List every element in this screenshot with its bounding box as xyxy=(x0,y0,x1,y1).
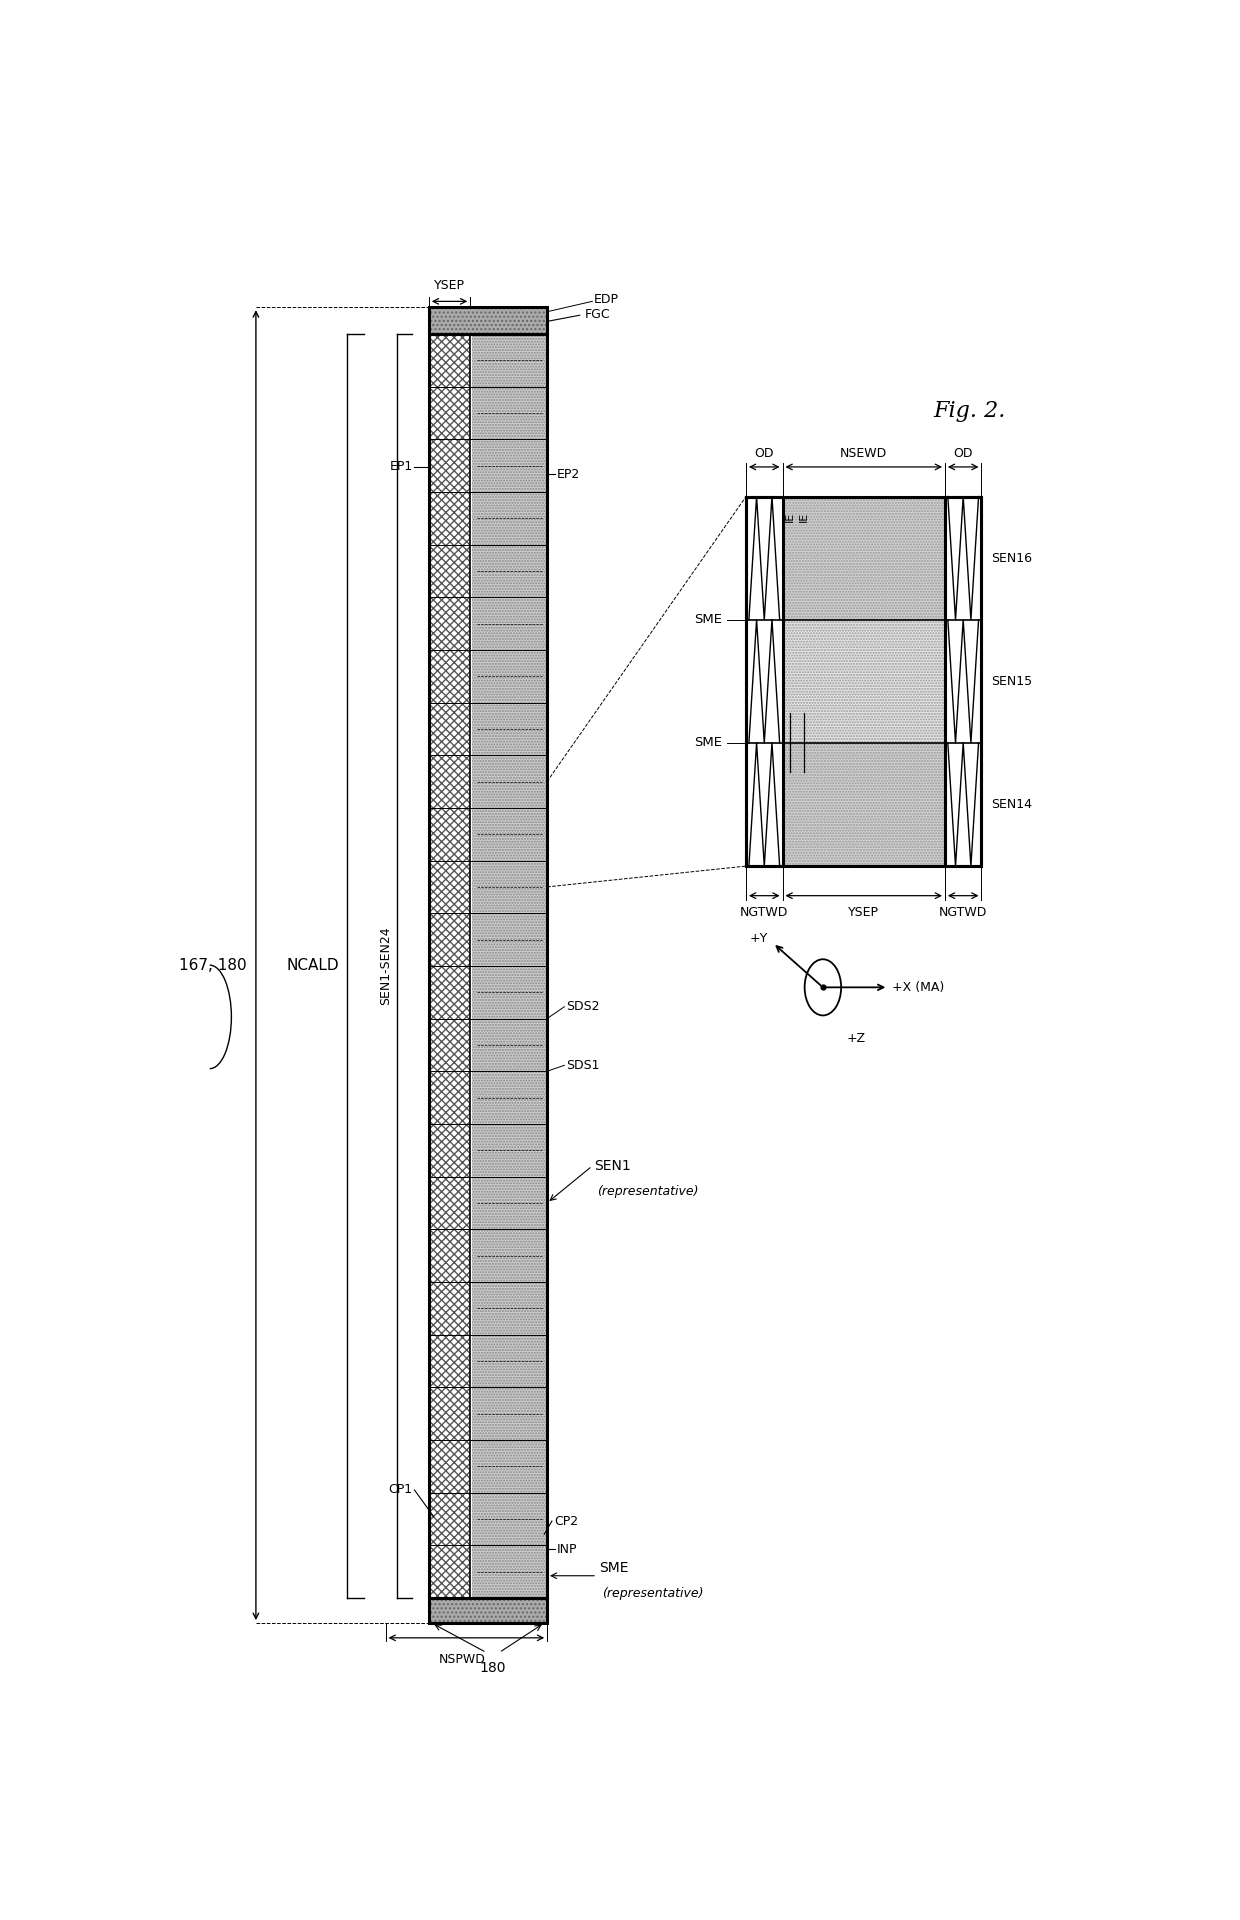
Bar xyxy=(429,334,547,1597)
Bar xyxy=(429,334,470,1597)
Text: (representative): (representative) xyxy=(596,1185,698,1198)
Text: INTA: INTA xyxy=(441,307,455,334)
Text: CP2: CP2 xyxy=(554,1515,578,1528)
Bar xyxy=(429,307,547,334)
Text: SEN16: SEN16 xyxy=(991,551,1032,564)
Text: SEN15: SEN15 xyxy=(991,674,1032,687)
Text: SEN1-SEN24: SEN1-SEN24 xyxy=(379,927,392,1006)
Text: NCALD: NCALD xyxy=(286,958,340,973)
Text: (representative): (representative) xyxy=(601,1588,703,1599)
Bar xyxy=(429,307,547,334)
Text: SME: SME xyxy=(694,737,722,749)
Text: SDS1: SDS1 xyxy=(567,1058,600,1071)
Text: SDS2: SDS2 xyxy=(567,1000,600,1014)
Text: 167, 180: 167, 180 xyxy=(179,958,247,973)
Text: SME: SME xyxy=(599,1561,629,1574)
Text: +Z: +Z xyxy=(847,1031,866,1044)
Text: NSEWD: NSEWD xyxy=(841,447,888,459)
Bar xyxy=(472,334,547,1597)
Bar xyxy=(945,497,982,866)
Text: CP1: CP1 xyxy=(388,1484,413,1496)
Text: IE: IE xyxy=(785,511,795,522)
Text: OD: OD xyxy=(954,447,973,459)
Text: YSEP: YSEP xyxy=(848,906,879,920)
Text: SEN14: SEN14 xyxy=(991,799,1032,810)
Text: +Y: +Y xyxy=(750,931,768,945)
Bar xyxy=(429,1597,547,1622)
Text: Fig. 2.: Fig. 2. xyxy=(934,399,1006,422)
Text: IE: IE xyxy=(799,511,808,522)
Text: NSPWD: NSPWD xyxy=(439,1653,486,1667)
Text: OD: OD xyxy=(754,447,774,459)
Bar xyxy=(429,1597,547,1622)
Bar xyxy=(429,334,547,1597)
Text: SEN1: SEN1 xyxy=(594,1160,631,1173)
Bar xyxy=(782,743,945,866)
Text: INP: INP xyxy=(557,1542,577,1555)
Text: EP1: EP1 xyxy=(389,461,413,474)
Text: +X (MA): +X (MA) xyxy=(892,981,945,995)
Text: SME: SME xyxy=(694,612,722,626)
Text: EP2: EP2 xyxy=(557,468,580,480)
Bar xyxy=(746,497,782,866)
Text: FGC: FGC xyxy=(584,309,610,321)
Text: 180: 180 xyxy=(479,1661,506,1676)
Bar xyxy=(782,497,945,620)
Text: YSEP: YSEP xyxy=(434,280,465,292)
Text: NGTWD: NGTWD xyxy=(740,906,789,920)
Text: EDP: EDP xyxy=(594,294,619,307)
Bar xyxy=(782,620,945,743)
Bar xyxy=(746,497,982,866)
Text: NGTWD: NGTWD xyxy=(939,906,987,920)
